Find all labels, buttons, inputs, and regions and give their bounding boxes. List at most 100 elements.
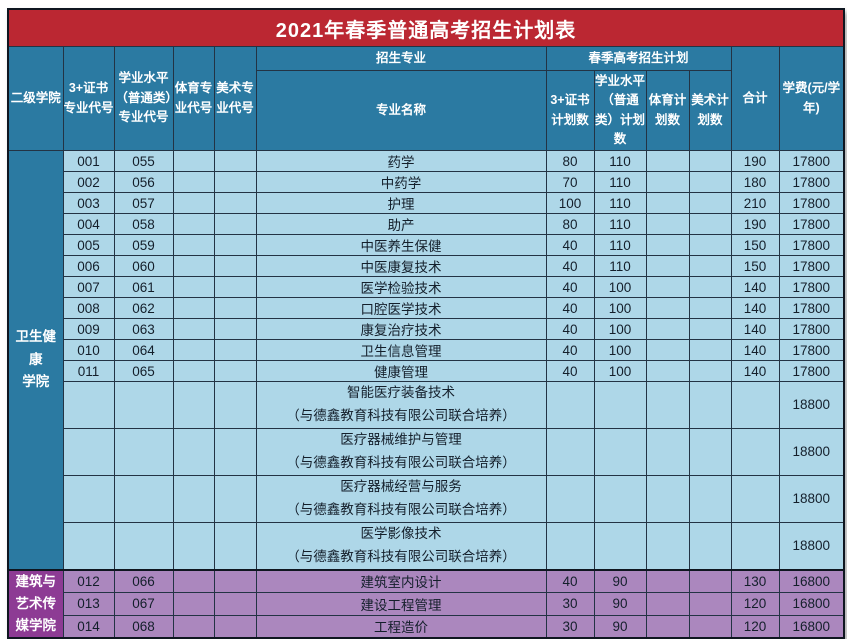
fee-cell: 17800 [778, 339, 845, 361]
level-code-cell: 068 [113, 614, 174, 639]
level-code-cell: 065 [113, 360, 174, 382]
total-cell [730, 381, 780, 429]
fee-cell: 18800 [778, 427, 845, 476]
major-name-cell: 健康管理 [255, 360, 547, 382]
major-name-cell: 药学 [255, 150, 547, 172]
art-plan-cell [688, 339, 732, 361]
major-name-cell: 医疗器械经营与服务 （与德鑫教育科技有限公司联合培养） [255, 474, 547, 523]
cert-code-cell: 010 [62, 339, 115, 361]
pe-plan-cell [645, 614, 690, 639]
level-plan-cell: 100 [593, 276, 647, 298]
art-code-cell [213, 474, 257, 523]
cert-plan-cell: 40 [545, 276, 595, 298]
total-cell [730, 427, 780, 476]
level-plan-cell [593, 427, 647, 476]
cert-code-cell: 012 [62, 568, 115, 594]
total-cell: 130 [730, 568, 780, 594]
fee-cell: 17800 [778, 150, 845, 172]
level-plan-cell: 110 [593, 255, 647, 277]
cert-plan-cell: 100 [545, 192, 595, 214]
art-code-cell [213, 360, 257, 382]
cert-code-cell: 003 [62, 192, 115, 214]
pe-code-cell [172, 521, 215, 571]
fee-cell: 18800 [778, 381, 845, 429]
total-cell [730, 474, 780, 523]
cert-plan-cell: 40 [545, 297, 595, 319]
title-row: 2021年春季普通高考招生计划表 [7, 8, 845, 47]
table-row: 智能医疗装备技术 （与德鑫教育科技有限公司联合培养） 18800 [8, 381, 845, 429]
pe-plan-cell [645, 427, 690, 476]
level-plan-cell: 110 [593, 171, 647, 193]
art-plan-cell [688, 568, 732, 594]
fee-cell: 16800 [778, 614, 845, 639]
table-row: 003 057 护理 100 110 210 17800 [8, 192, 845, 214]
fee-cell: 16800 [778, 592, 845, 616]
level-code-cell: 063 [113, 318, 174, 340]
pe-code-cell [172, 150, 215, 172]
major-name-cell: 医学影像技术 （与德鑫教育科技有限公司联合培养） [255, 521, 547, 571]
pe-plan-cell [645, 297, 690, 319]
pe-code-cell [172, 255, 215, 277]
fee-cell: 17800 [778, 171, 845, 193]
art-plan-cell [688, 255, 732, 277]
art-plan-cell [688, 150, 732, 172]
fee-cell: 17800 [778, 276, 845, 298]
col-header-enroll-major-group: 招生专业 [255, 46, 547, 71]
total-cell: 210 [730, 192, 780, 214]
pe-plan-cell [645, 150, 690, 172]
art-plan-cell [688, 171, 732, 193]
table-row: 013 067 建设工程管理 30 90 120 16800 [8, 592, 845, 616]
art-code-cell [213, 150, 257, 172]
cert-plan-cell: 30 [545, 614, 595, 639]
level-plan-cell [593, 474, 647, 523]
art-plan-cell [688, 213, 732, 235]
level-code-cell: 061 [113, 276, 174, 298]
art-code-cell [213, 521, 257, 571]
col-header-level-plan: 学业水平（普通类）计划数 [593, 70, 647, 151]
art-code-cell [213, 427, 257, 476]
cert-code-cell: 005 [62, 234, 115, 256]
cert-plan-cell [545, 381, 595, 429]
total-cell: 150 [730, 234, 780, 256]
pe-plan-cell [645, 592, 690, 616]
page-title: 2021年春季普通高考招生计划表 [7, 8, 845, 47]
pe-plan-cell [645, 276, 690, 298]
major-name-cell: 助产 [255, 213, 547, 235]
pe-code-cell [172, 192, 215, 214]
level-code-cell: 064 [113, 339, 174, 361]
cert-code-cell [62, 427, 115, 476]
art-code-cell [213, 568, 257, 594]
pe-code-cell [172, 213, 215, 235]
table-row: 014 068 工程造价 30 90 120 16800 [8, 614, 845, 639]
table-body: 卫生健康 学院 001 055 药学 80 110 190 17800 002 056 中药学 70 11… [7, 150, 845, 639]
fee-cell: 18800 [778, 474, 845, 523]
level-code-cell [113, 521, 174, 571]
fee-cell: 17800 [778, 213, 845, 235]
level-plan-cell: 90 [593, 568, 647, 594]
pe-plan-cell [645, 381, 690, 429]
total-cell: 140 [730, 297, 780, 319]
table-row: 005 059 中医养生保健 40 110 150 17800 [8, 234, 845, 256]
cert-code-cell: 007 [62, 276, 115, 298]
enrollment-plan-sheet: 2021年春季普通高考招生计划表 二级学院 3+证书专业代号 学业水平（普通类）… [7, 8, 846, 639]
art-code-cell [213, 234, 257, 256]
major-name-cell: 医疗器械维护与管理 （与德鑫教育科技有限公司联合培养） [255, 427, 547, 476]
level-plan-cell: 100 [593, 318, 647, 340]
art-plan-cell [688, 381, 732, 429]
major-name-cell: 中医康复技术 [255, 255, 547, 277]
major-name-cell: 康复治疗技术 [255, 318, 547, 340]
col-header-pe-code: 体育专业代号 [172, 46, 215, 151]
pe-code-cell [172, 592, 215, 616]
total-cell: 140 [730, 339, 780, 361]
art-plan-cell [688, 276, 732, 298]
college-cell: 建筑与 艺术传 媒学院 [7, 568, 64, 639]
table-row: 建筑与 艺术传 媒学院 012 066 建筑室内设计 40 90 130 16800 [7, 568, 845, 639]
cert-plan-cell: 40 [545, 568, 595, 594]
cert-plan-cell: 40 [545, 234, 595, 256]
cert-code-cell: 004 [62, 213, 115, 235]
major-name-cell: 护理 [255, 192, 547, 214]
art-plan-cell [688, 234, 732, 256]
college-cell: 卫生健康 学院 [7, 150, 64, 570]
cert-plan-cell [545, 521, 595, 571]
major-name-cell: 口腔医学技术 [255, 297, 547, 319]
